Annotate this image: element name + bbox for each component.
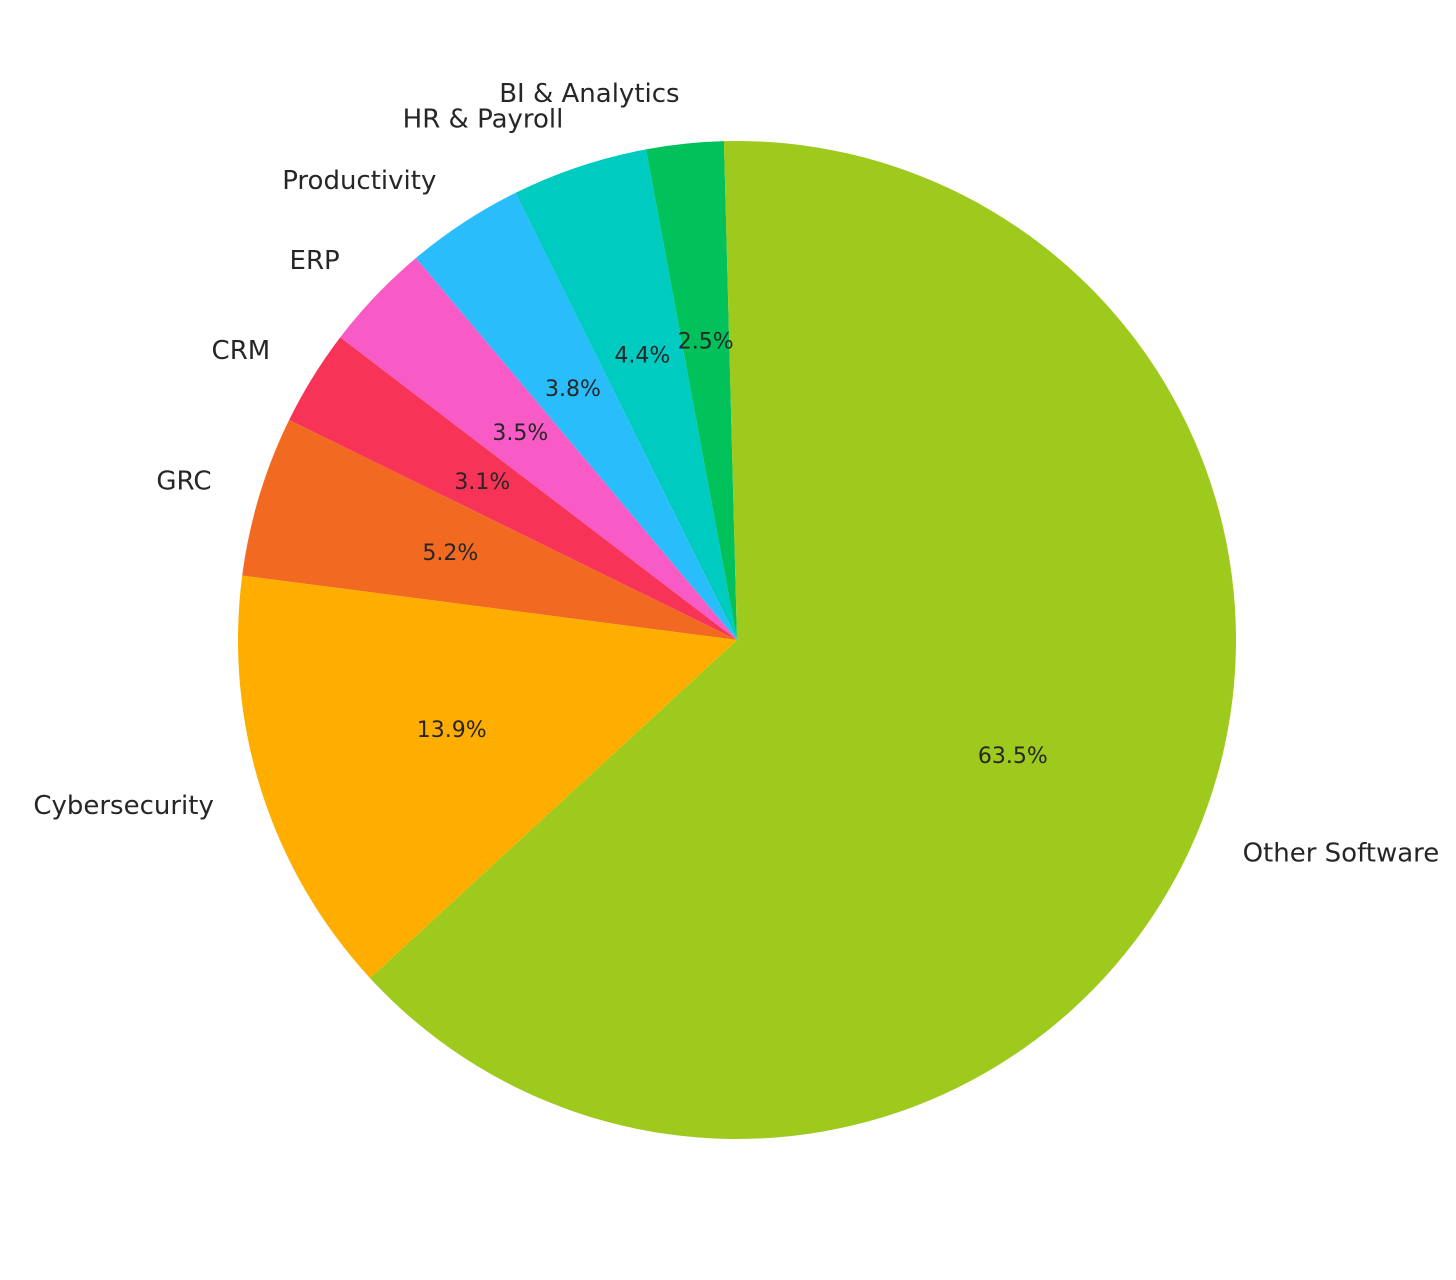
percent-label-crm: 3.1% — [454, 470, 510, 495]
category-label-bi-analytics: BI & Analytics — [499, 79, 679, 109]
category-label-erp: ERP — [290, 246, 340, 276]
category-label-grc: GRC — [156, 466, 211, 496]
pie-slice-bi-analytics — [645, 141, 737, 640]
pie-slice-productivity — [415, 192, 737, 640]
category-label-hr-payroll: HR & Payroll — [403, 104, 564, 134]
percent-label-grc: 5.2% — [422, 541, 478, 566]
category-label-cybersecurity: Cybersecurity — [33, 791, 214, 821]
pie-slice-other-software — [370, 141, 1237, 1140]
category-label-other-software: Other Software — [1243, 839, 1440, 869]
category-label-crm: CRM — [212, 336, 271, 366]
pie-slice-cybersecurity — [238, 575, 738, 979]
pie-slice-erp — [340, 258, 737, 640]
pie-slice-grc — [242, 420, 737, 640]
pie-slice-crm — [289, 337, 737, 640]
percent-label-erp: 3.5% — [492, 421, 548, 446]
percent-label-productivity: 3.8% — [545, 377, 601, 402]
percent-label-cybersecurity: 13.9% — [417, 718, 487, 743]
percent-label-bi-analytics: 2.5% — [678, 330, 734, 355]
percent-label-hr-payroll: 4.4% — [614, 343, 670, 368]
pie-slices — [238, 141, 1237, 1140]
percent-labels: 2.5% 4.4% 3.8% 3.5% 3.1% 5.2% 13.9% 63.5% — [417, 330, 1048, 769]
category-label-productivity: Productivity — [282, 166, 436, 196]
percent-label-other-software: 63.5% — [978, 744, 1048, 769]
pie-slice-hr-payroll — [515, 149, 737, 640]
